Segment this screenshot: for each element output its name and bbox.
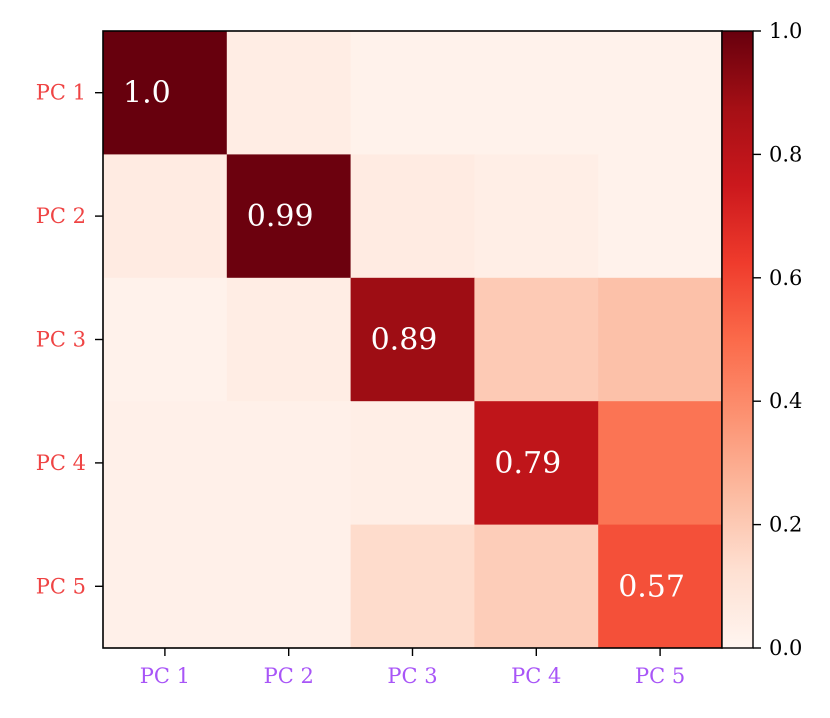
heatmap-cell-r4-c2 [226, 401, 352, 526]
y-tick-label-4: PC 4 [36, 451, 86, 475]
cell-annotation-5: 0.57 [618, 569, 685, 604]
cell-annotation-3: 0.89 [371, 323, 438, 358]
heatmap-cell-r3-c2 [226, 277, 352, 402]
colorbar-tick-label-1: 0.0 [769, 636, 802, 660]
heatmap-cell-r5-c2 [226, 524, 352, 649]
heatmap-cell-r2-c5 [598, 154, 723, 279]
cell-annotation-4: 0.79 [494, 446, 561, 481]
heatmap-cell-r5-c5 [598, 524, 723, 649]
x-tick-label-1: PC 1 [140, 664, 190, 688]
heatmap-cell-r1-c2 [226, 31, 352, 155]
heatmap-cell-r4-c4 [474, 401, 599, 526]
cell-annotation-1: 1.0 [123, 76, 171, 111]
x-tick-label-2: PC 2 [264, 664, 314, 688]
heatmap-cell-r2-c3 [350, 154, 475, 279]
heatmap-cell-r2-c4 [474, 154, 599, 279]
cell-annotation-2: 0.99 [247, 199, 314, 234]
heatmap-cell-r1-c5 [598, 31, 723, 155]
heatmap-cell-r5-c4 [474, 524, 599, 649]
heatmap-cell-r1-c1 [103, 31, 228, 155]
heatmap-cell-r4-c1 [103, 401, 228, 526]
heatmap-cell-r3-c5 [598, 277, 723, 402]
x-tick-label-5: PC 5 [635, 664, 685, 688]
colorbar-tick-label-6: 1.0 [769, 19, 802, 43]
heatmap-cell-r2-c1 [103, 154, 228, 279]
heatmap-cells [103, 31, 723, 649]
colorbar-tick-label-2: 0.2 [769, 513, 802, 537]
heatmap-cell-r4-c3 [350, 401, 475, 526]
heatmap-cell-r1-c3 [350, 31, 475, 155]
heatmap-cell-r4-c5 [598, 401, 723, 526]
y-axis-ticks: PC 1 PC 2 PC 3 PC 4 PC 5 [36, 81, 103, 598]
y-tick-label-2: PC 2 [36, 204, 86, 228]
y-tick-label-5: PC 5 [36, 574, 86, 598]
colorbar-tick-label-3: 0.4 [769, 389, 802, 413]
cell-annotations: 1.0 0.99 0.89 0.79 0.57 [123, 76, 685, 605]
x-tick-label-4: PC 4 [511, 664, 561, 688]
heatmap-cell-r5-c1 [103, 524, 228, 649]
heatmap-cell-r5-c3 [350, 524, 475, 649]
heatmap-cell-r2-c2 [226, 154, 352, 279]
heatmap-cell-r1-c4 [474, 31, 599, 155]
y-tick-label-3: PC 3 [36, 328, 86, 352]
heatmap-cell-r3-c1 [103, 277, 228, 402]
colorbar-tick-label-5: 0.8 [769, 142, 802, 166]
heatmap-cell-r3-c4 [474, 277, 599, 402]
x-axis-ticks: PC 1 PC 2 PC 3 PC 4 PC 5 [140, 648, 685, 688]
colorbar-ticks: 0.0 0.2 0.4 0.6 0.8 1.0 [753, 19, 802, 660]
y-tick-label-1: PC 1 [36, 81, 86, 105]
heatmap-cell-r3-c3 [350, 277, 475, 402]
colorbar [721, 30, 754, 649]
x-tick-label-3: PC 3 [387, 664, 437, 688]
colorbar-tick-label-4: 0.6 [769, 266, 802, 290]
